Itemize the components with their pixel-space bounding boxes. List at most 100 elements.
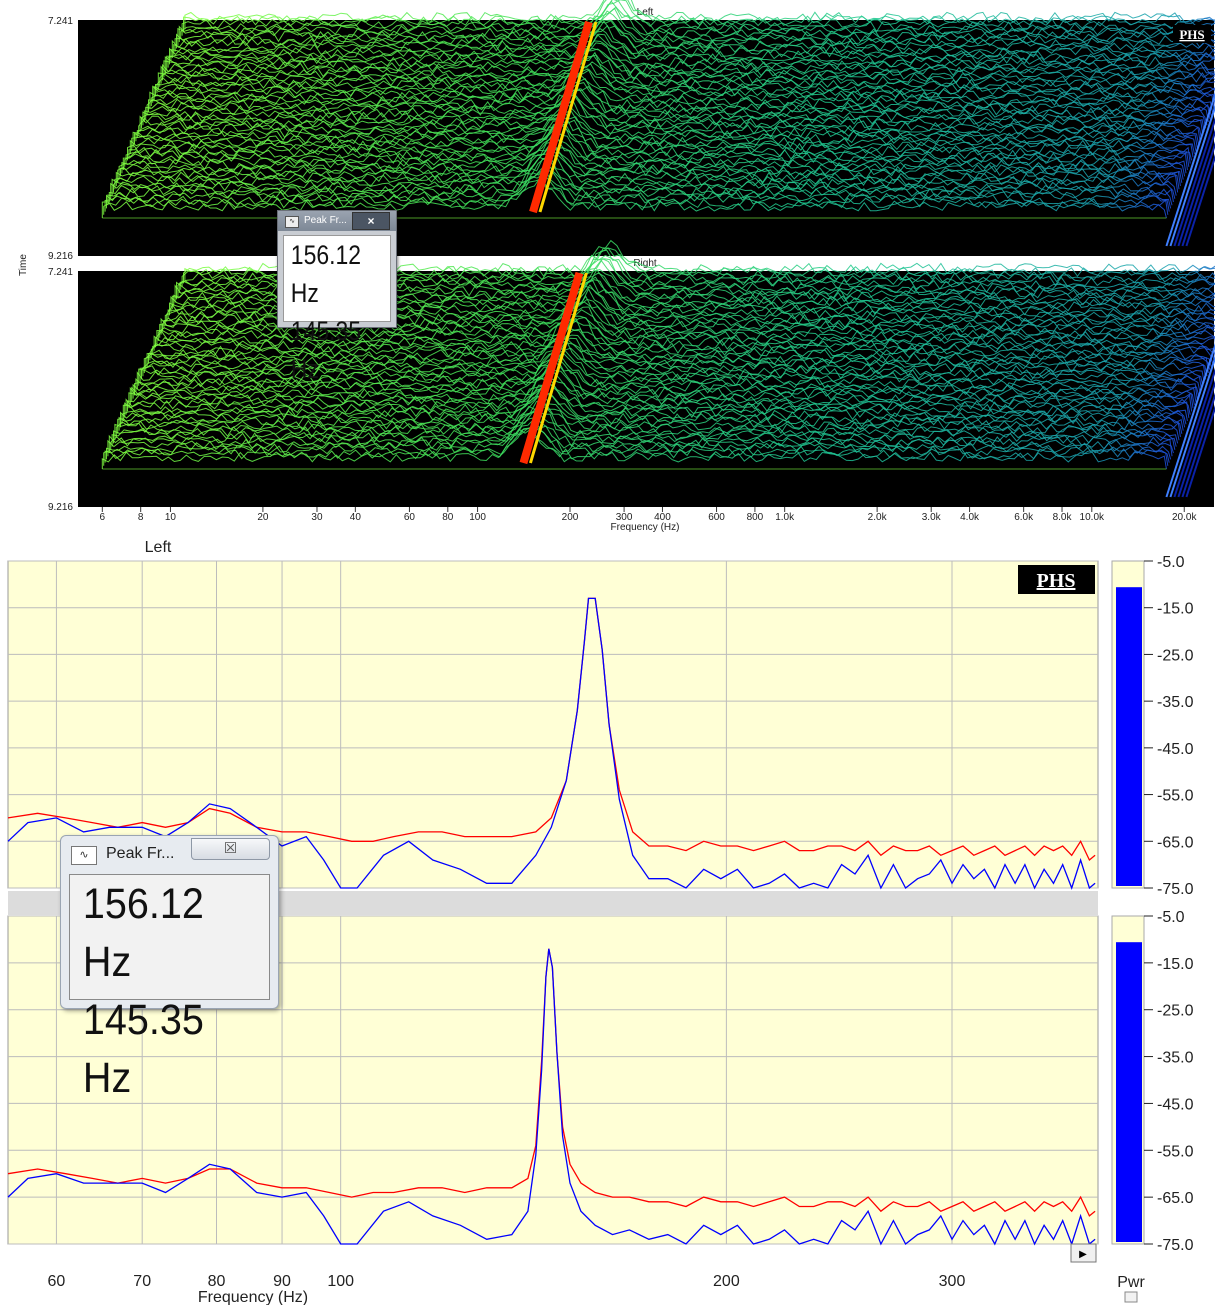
waterfall-time-bottom-right: 9.216	[48, 502, 73, 513]
waterfall-row-trace	[177, 6, 1215, 46]
waterfall-rolloff-line	[1173, 116, 1215, 247]
waterfall-section: Left Right 7.241 9.216 7.241 9.216 Time …	[18, 0, 1215, 533]
spectrum-x-tick-label: 300	[939, 1273, 966, 1290]
power-meter-toggle[interactable]	[1124, 1291, 1138, 1303]
spectrum-grid	[8, 560, 1098, 1245]
waterfall-row-trace	[121, 380, 1187, 425]
waterfall-tick-label: 20	[257, 512, 269, 523]
waterfall-tick-label: 2.0k	[868, 512, 888, 523]
spectrum-x-tick-label: 100	[327, 1273, 354, 1290]
waterfall-row-trace	[126, 123, 1193, 161]
waterfall-row-trace	[105, 167, 1172, 209]
peak-frequency-window-small[interactable]: ∿ Peak Fr... × 156.12 Hz 145.35 Hz	[277, 210, 397, 384]
waterfall-row-trace	[154, 54, 1215, 97]
waterfall-rows	[101, 0, 1215, 219]
waterfall-rolloff-line	[1169, 104, 1215, 247]
waterfall-title-left: Left	[637, 7, 654, 18]
close-button-large[interactable]: ☒	[191, 838, 270, 860]
waterfall-row-trace	[150, 69, 1215, 107]
waterfall-tick-label: 8.0k	[1053, 512, 1073, 523]
waterfall-row-trace	[139, 89, 1205, 132]
waterfall-rolloff-line	[1165, 342, 1215, 498]
waterfall-row-trace	[129, 361, 1195, 406]
waterfall-row-trace	[140, 89, 1207, 129]
waterfall-row-trace	[128, 369, 1194, 409]
spectrum-y-tick-label: -65.0	[1157, 834, 1194, 851]
waterfall-rolloff-line	[1181, 392, 1215, 498]
waterfall-title-right: Right	[633, 258, 657, 269]
power-meter-label: Pwr	[1117, 1274, 1145, 1291]
waterfall-tick-label: 3.0k	[922, 512, 942, 523]
spectrum-trace-red-bottom	[7, 948, 1096, 1217]
waterfall-row-trace	[124, 124, 1190, 167]
spectrum-y-tick-label: -55.0	[1157, 788, 1194, 805]
spectrum-y-tick-label: -45.0	[1157, 741, 1194, 758]
waterfall-tick-label: 400	[654, 512, 671, 523]
waterfall-row-trace	[129, 119, 1195, 155]
waterfall-row-trace	[103, 177, 1169, 215]
waterfall-logo-left: PHS	[1173, 25, 1211, 43]
waveform-icon: ∿	[285, 216, 299, 228]
spectrum-y-tick-label: -35.0	[1157, 1050, 1194, 1067]
waterfall-tick-label: 200	[562, 512, 579, 523]
waterfall-row-trace	[118, 392, 1184, 431]
peak-frequency-right-large: 145.35 Hz	[82, 996, 204, 1102]
waterfall-row-trace	[149, 68, 1215, 110]
waterfall-row-trace	[143, 85, 1209, 123]
peak-frequency-titlebar-small[interactable]: ∿ Peak Fr... ×	[278, 211, 396, 231]
spectrum-y-tick-label: -65.0	[1157, 1190, 1194, 1207]
waterfall-rolloff-line	[1165, 91, 1215, 247]
peak-frequency-right-small: 145.35 Hz	[290, 316, 362, 384]
waterfall-row-trace	[118, 141, 1184, 180]
waterfall-peak-ridge	[519, 271, 584, 465]
waterfall-row-trace	[132, 358, 1198, 399]
waterfall-row-trace	[168, 24, 1215, 65]
waterfall-row-trace	[180, 0, 1215, 39]
waterfall-row-trace	[161, 40, 1215, 81]
waterfall-tick-label: 600	[708, 512, 725, 523]
waterfall-tick-label: 80	[442, 512, 454, 523]
waterfall-rolloff-line	[1177, 128, 1215, 247]
peak-frequency-left-small: 156.12 Hz	[290, 240, 362, 308]
waterfall-rolloff-line	[1185, 404, 1215, 498]
waterfall-row-trace	[104, 428, 1170, 463]
waterfall-rolloff-line	[1169, 355, 1215, 498]
waterfall-time-top-left: 7.241	[48, 16, 73, 27]
waterfall-rolloff-line	[1181, 141, 1215, 247]
spectrum-y-tick-label: -55.0	[1157, 1143, 1194, 1160]
spectrum-x-tick-label: 90	[273, 1273, 291, 1290]
waterfall-traces-left	[101, 0, 1215, 247]
waterfall-tick-label: 10	[165, 512, 177, 523]
close-button-small[interactable]: ×	[352, 212, 390, 230]
waterfall-row-trace	[108, 162, 1174, 203]
waterfall-tick-label: 4.0k	[960, 512, 980, 523]
waterfall-row-trace	[156, 306, 1215, 345]
spectrum-y-tick-label: -35.0	[1157, 694, 1194, 711]
waterfall-row-trace	[153, 61, 1215, 100]
waterfall-row-trace	[184, 0, 1215, 30]
waterfall-row-trace	[139, 338, 1205, 383]
waterfall-row-trace	[117, 143, 1183, 183]
waterfall-row-trace	[122, 129, 1188, 171]
waterfall-row-trace	[175, 7, 1215, 49]
waterfall-row-trace	[119, 387, 1186, 428]
waterfall-time-bottom-left: 9.216	[48, 251, 73, 262]
waterfall-tick-label: 8	[138, 512, 144, 523]
peak-frequency-window-large[interactable]: ∿ Peak Fr... ☒ 156.12 Hz 145.35 Hz	[60, 835, 279, 1102]
waterfall-row-trace	[170, 19, 1215, 62]
waterfall-row-trace	[104, 173, 1170, 212]
waterfall-tick-label: 300	[616, 512, 633, 523]
waterfall-row-trace	[110, 406, 1176, 450]
spectrum-scroll-right-button[interactable]: ▶	[1070, 1243, 1097, 1263]
waterfall-row-trace	[101, 176, 1167, 219]
waterfall-peak-ridge	[529, 20, 593, 214]
waterfall-row-trace	[103, 427, 1169, 466]
waterfall-xlabel: Frequency (Hz)	[611, 522, 680, 533]
spectrum-x-tick-label: 80	[208, 1273, 226, 1290]
spectrum-trace-red-top	[7, 597, 1096, 862]
spectrum-x-ticks: 60 70 80 90 100 200 300	[48, 1273, 966, 1290]
waterfall-row-trace	[111, 411, 1177, 447]
waterfall-row-trace	[143, 337, 1209, 374]
spectrum-y-tick-label: -45.0	[1157, 1096, 1194, 1113]
power-meter: -5.0 -15.0 -25.0 -35.0 -45.0 -55.0 -65.0 -75.0 -…	[1111, 554, 1194, 1303]
